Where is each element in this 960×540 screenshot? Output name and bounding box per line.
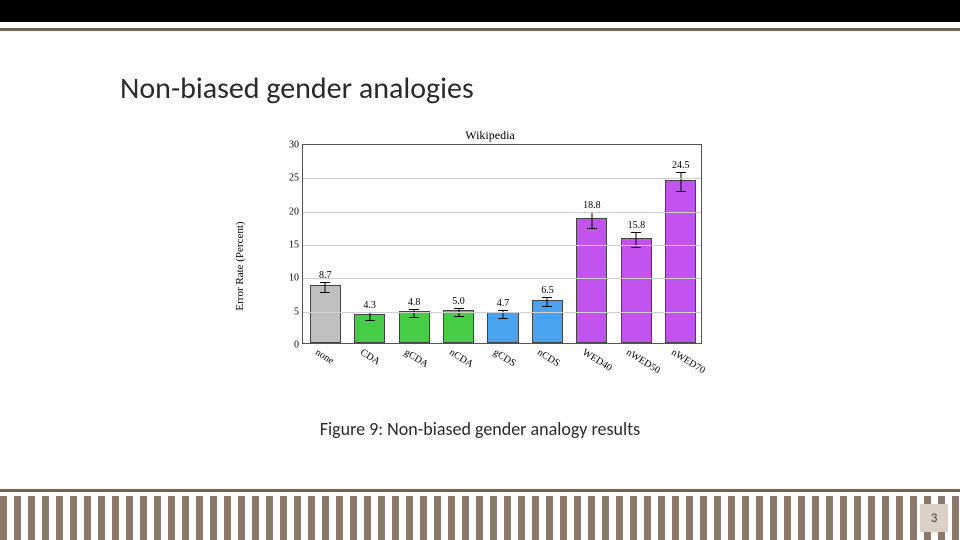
chart-gridline [303, 278, 701, 279]
chart-errorcap [409, 309, 419, 310]
chart-bar [310, 285, 341, 343]
chart-xtick: nWED50 [624, 347, 662, 376]
chart-errorcap [631, 247, 641, 248]
chart-errorbar [369, 312, 370, 320]
chart-bar [665, 180, 696, 343]
bottom-underline [0, 489, 960, 492]
chart-ytick: 30 [289, 140, 303, 151]
chart-errorcap [320, 282, 330, 283]
chart-errorbar [325, 282, 326, 293]
chart-value-label: 18.8 [583, 200, 601, 211]
chart-errorbar [547, 297, 548, 306]
chart-gridline [303, 312, 701, 313]
chart-plot-area: 8.74.34.85.04.76.518.815.824.5 051015202… [302, 144, 702, 344]
chart-errorcap [498, 318, 508, 319]
chart-errorcap [676, 172, 686, 173]
chart-xtick: gCDS [491, 347, 518, 369]
chart-value-label: 15.8 [628, 220, 646, 231]
chart-errorcap [542, 297, 552, 298]
chart-gridline [303, 245, 701, 246]
chart-ytick: 0 [294, 340, 303, 351]
chart-bar [621, 238, 652, 343]
chart-xtick: none [313, 347, 335, 367]
chart-errorcap [587, 228, 597, 229]
chart-gridline [303, 212, 701, 213]
chart-xtick: gCDA [402, 347, 430, 370]
bar-chart: Wikipedia Error Rate (Percent) 8.74.34.8… [260, 130, 720, 390]
chart-errorbar [414, 309, 415, 317]
chart-title: Wikipedia [260, 128, 720, 143]
chart-ytick: 10 [289, 273, 303, 284]
chart-ytick: 25 [289, 173, 303, 184]
chart-ylabel: Error Rate (Percent) [234, 221, 246, 310]
chart-errorcap [409, 317, 419, 318]
chart-bar [576, 218, 607, 343]
chart-xtick: CDA [358, 347, 382, 368]
chart-errorcap [631, 232, 641, 233]
page-number: 3 [920, 504, 948, 532]
chart-xtick: nCDA [447, 347, 475, 370]
top-bar [0, 0, 960, 22]
slide: Non-biased gender analogies Wikipedia Er… [0, 0, 960, 540]
chart-errorbar [680, 172, 681, 191]
chart-errorcap [676, 191, 686, 192]
chart-gridline [303, 178, 701, 179]
chart-xtick: nCDS [536, 347, 563, 369]
chart-value-label: 4.3 [363, 300, 376, 311]
chart-value-label: 24.5 [672, 160, 690, 171]
chart-errorcap [365, 320, 375, 321]
chart-value-label: 4.8 [408, 297, 421, 308]
chart-errorbar [591, 212, 592, 228]
chart-xtick: nWED70 [669, 347, 707, 376]
chart-errorcap [454, 308, 464, 309]
chart-value-label: 5.0 [452, 296, 465, 307]
chart-ytick: 15 [289, 240, 303, 251]
chart-value-label: 6.5 [541, 285, 554, 296]
slide-title: Non-biased gender analogies [120, 70, 474, 107]
bottom-stripe-band [0, 496, 960, 540]
chart-xtick: WED40 [580, 347, 614, 374]
chart-errorcap [454, 316, 464, 317]
chart-ytick: 20 [289, 206, 303, 217]
chart-errorcap [542, 306, 552, 307]
chart-ytick: 5 [294, 306, 303, 317]
chart-value-label: 4.7 [497, 298, 510, 309]
figure-caption: Figure 9: Non-biased gender analogy resu… [0, 418, 960, 440]
top-underline [0, 28, 960, 31]
chart-errorcap [498, 310, 508, 311]
chart-errorcap [320, 292, 330, 293]
